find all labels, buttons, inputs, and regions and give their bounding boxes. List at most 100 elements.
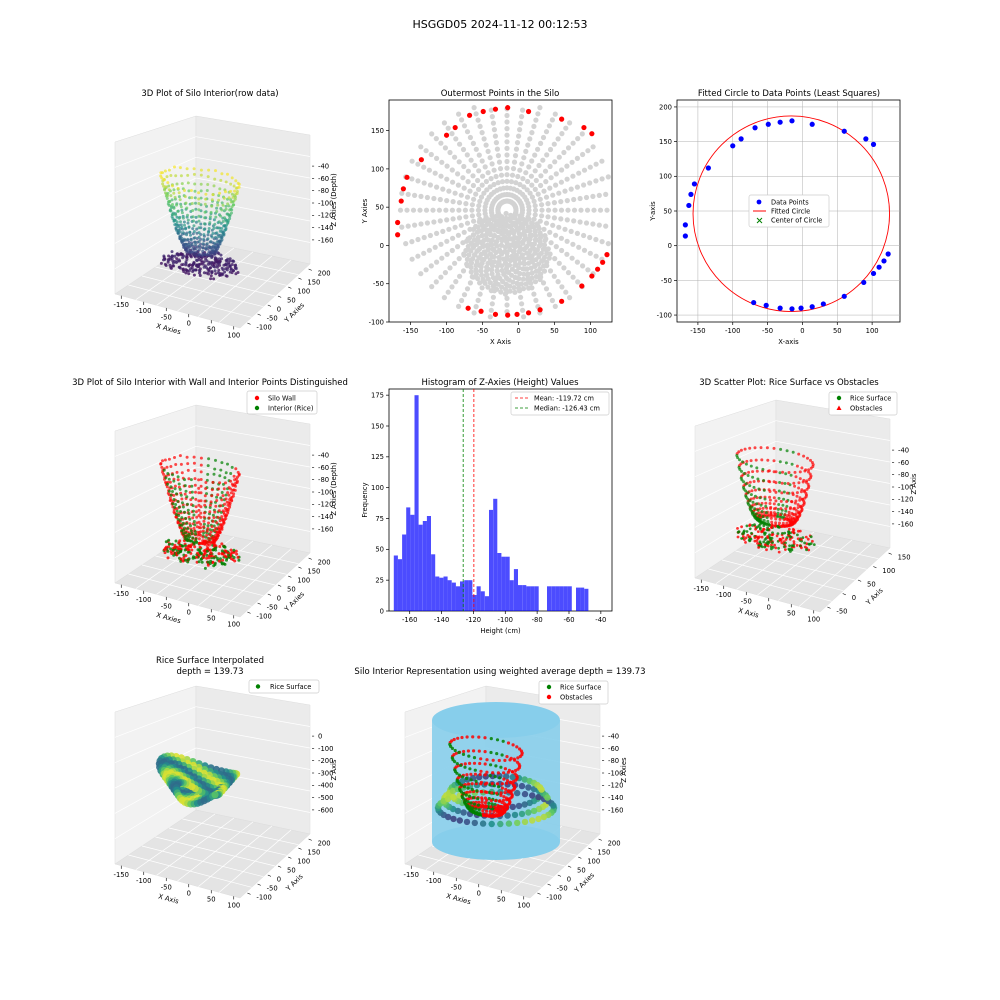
- p2-inner-point: [444, 239, 449, 244]
- p4-point: [213, 539, 216, 542]
- p6-point: [794, 500, 797, 503]
- p6-point: [780, 539, 783, 542]
- p2-inner-point: [451, 216, 456, 221]
- p1-point: [222, 220, 225, 223]
- p2-inner-point: [549, 240, 554, 245]
- p4-point: [203, 516, 206, 519]
- p2-inner-point: [498, 289, 503, 294]
- p2-inner-point: [496, 218, 501, 223]
- p8-point: [465, 773, 468, 776]
- p4-point: [185, 522, 188, 525]
- p1-point: [235, 187, 238, 190]
- p4-y-tick-mark: [268, 594, 271, 595]
- p2-inner-point: [442, 120, 447, 125]
- p2-inner-point: [567, 120, 572, 125]
- p2-inner-point: [515, 140, 520, 145]
- p2-inner-point: [465, 152, 470, 157]
- p6-point: [779, 471, 782, 474]
- p1-point: [236, 190, 239, 193]
- p4-point: [214, 459, 217, 462]
- p2-inner-point: [563, 290, 568, 295]
- p2-inner-point: [544, 286, 549, 291]
- p2-inner-point: [480, 130, 485, 135]
- p4-point: [187, 559, 190, 562]
- p5-title: Histogram of Z-Axies (Height) Values: [421, 378, 579, 388]
- p3-ylabel: Y-axis: [649, 201, 657, 222]
- p2-inner-point: [429, 131, 434, 136]
- p2-inner-point: [580, 152, 585, 157]
- p2-ytick-label: 50: [375, 204, 384, 212]
- p4-point: [207, 457, 210, 460]
- p4-point: [221, 562, 224, 565]
- p1-x-tick-label: -150: [114, 301, 129, 309]
- p6-point: [753, 486, 756, 489]
- p4-point: [213, 544, 216, 547]
- p1-point: [232, 203, 235, 206]
- p8-point: [475, 789, 478, 792]
- p4-point: [229, 497, 232, 500]
- p2-inner-point: [533, 203, 538, 208]
- p1-point: [193, 236, 196, 239]
- p4-point: [208, 556, 211, 559]
- p4-point: [207, 464, 210, 467]
- p6-point: [781, 504, 784, 507]
- p1-point: [172, 192, 175, 195]
- p5-bar: [406, 507, 410, 611]
- p4-point: [237, 471, 240, 474]
- p2-inner-point: [474, 147, 479, 152]
- p2-inner-point: [566, 145, 571, 150]
- p1-point: [204, 193, 207, 196]
- p4-point: [187, 509, 190, 512]
- p6-point: [810, 535, 813, 538]
- p2-inner-point: [473, 267, 478, 272]
- p2-inner-point: [570, 174, 575, 179]
- p1-point: [189, 263, 192, 266]
- p1-point: [187, 272, 190, 275]
- p8-point: [454, 749, 457, 752]
- p2-inner-point: [438, 275, 443, 280]
- p2-outer-point: [589, 131, 594, 136]
- p4-point: [216, 493, 219, 496]
- p1-point: [234, 264, 237, 267]
- p2-outer-point: [493, 312, 498, 317]
- p2-inner-point: [597, 223, 602, 228]
- p6-point: [750, 459, 753, 462]
- p2-inner-point: [476, 212, 481, 217]
- p6-point: [765, 548, 768, 551]
- p2-inner-point: [552, 142, 557, 147]
- p5-bar: [535, 586, 539, 611]
- p4-point: [204, 487, 207, 490]
- p6-point: [793, 507, 796, 510]
- p2-inner-point: [570, 256, 575, 261]
- p2-inner-point: [446, 189, 451, 194]
- p2-inner-point: [430, 208, 435, 213]
- p6-point: [775, 481, 778, 484]
- p2-inner-point: [538, 173, 543, 178]
- p4-point: [223, 487, 226, 490]
- p1-point: [168, 200, 171, 203]
- p6-point: [756, 539, 759, 542]
- p6-point: [799, 470, 802, 473]
- p2-inner-point: [418, 144, 423, 149]
- p8-point: [453, 760, 456, 763]
- p8-surface-patch: [538, 786, 544, 792]
- p1-y-tick-label: 100: [297, 287, 310, 295]
- p4-point: [184, 549, 187, 552]
- p4-point: [160, 466, 163, 469]
- p4-point: [176, 500, 179, 503]
- p4-point: [219, 469, 222, 472]
- p1-point: [207, 169, 210, 172]
- p2-inner-point: [456, 233, 461, 238]
- p4-point: [186, 527, 189, 530]
- p2-inner-point: [409, 239, 414, 244]
- p4-point: [220, 498, 223, 501]
- p3-xtick-label: 0: [800, 327, 804, 335]
- p4-point: [209, 560, 212, 563]
- p8-surface-patch: [519, 783, 525, 789]
- p3-data-point: [766, 122, 771, 127]
- p1-y-tick-mark: [309, 269, 312, 270]
- p3-data-point: [692, 181, 697, 186]
- p6-point: [749, 481, 752, 484]
- p4-point: [213, 468, 216, 471]
- p1-point: [197, 198, 200, 201]
